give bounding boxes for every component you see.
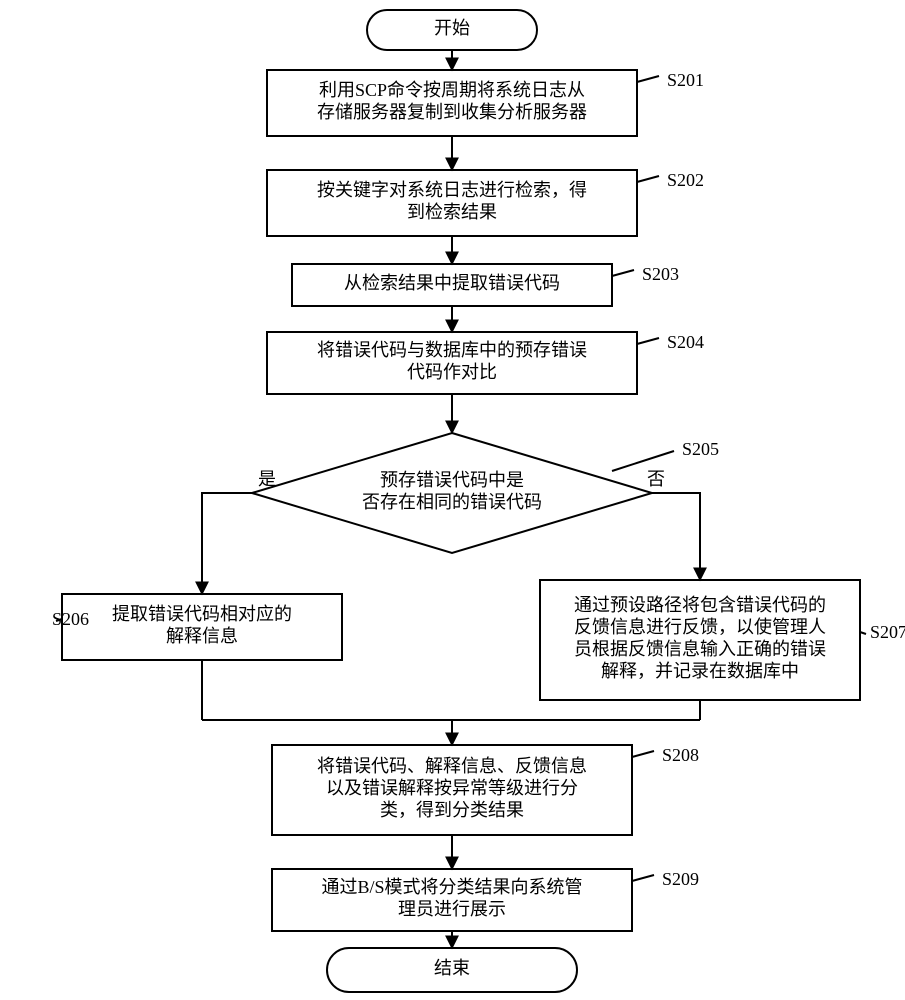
process-s203: 从检索结果中提取错误代码	[344, 273, 560, 293]
step-label: S209	[662, 869, 699, 889]
step-label: S206	[52, 609, 89, 629]
process-s204: 代码作对比	[407, 362, 497, 382]
process-s207: 通过预设路径将包含错误代码的	[574, 595, 826, 615]
process-s207: 解释，并记录在数据库中	[601, 661, 799, 681]
process-s208: 以及错误解释按异常等级进行分	[326, 778, 578, 798]
step-label: S202	[667, 170, 704, 190]
step-label: S207	[870, 622, 905, 642]
step-label: S203	[642, 264, 679, 284]
process-s208: 类，得到分类结果	[380, 800, 524, 820]
process-s201: 存储服务器复制到收集分析服务器	[317, 102, 587, 122]
process-s202: 按关键字对系统日志进行检索，得	[317, 180, 587, 200]
process-s209: 理员进行展示	[398, 899, 506, 919]
step-label: S201	[667, 70, 704, 90]
process-s209: 通过B/S模式将分类结果向系统管	[321, 877, 582, 897]
process-s204: 将错误代码与数据库中的预存错误	[317, 340, 587, 360]
process-s208: 将错误代码、解释信息、反馈信息	[317, 756, 587, 776]
process-s202: 到检索结果	[407, 202, 497, 222]
process-s206: 解释信息	[166, 626, 238, 646]
process-s201: 利用SCP命令按周期将系统日志从	[319, 80, 585, 100]
terminal-end: 结束	[434, 958, 470, 978]
step-label: S205	[682, 439, 719, 459]
branch-no: 否	[647, 469, 665, 489]
process-s207: 反馈信息进行反馈，以使管理人	[574, 617, 826, 637]
process-s207: 员根据反馈信息输入正确的错误	[574, 639, 826, 659]
branch-yes: 是	[258, 469, 276, 489]
decision-s205: 否存在相同的错误代码	[362, 492, 542, 512]
terminal-start: 开始	[434, 18, 470, 38]
process-s206: 提取错误代码相对应的	[112, 604, 292, 624]
decision-s205: 预存错误代码中是	[380, 470, 524, 490]
step-label: S204	[667, 332, 704, 352]
step-label: S208	[662, 745, 699, 765]
